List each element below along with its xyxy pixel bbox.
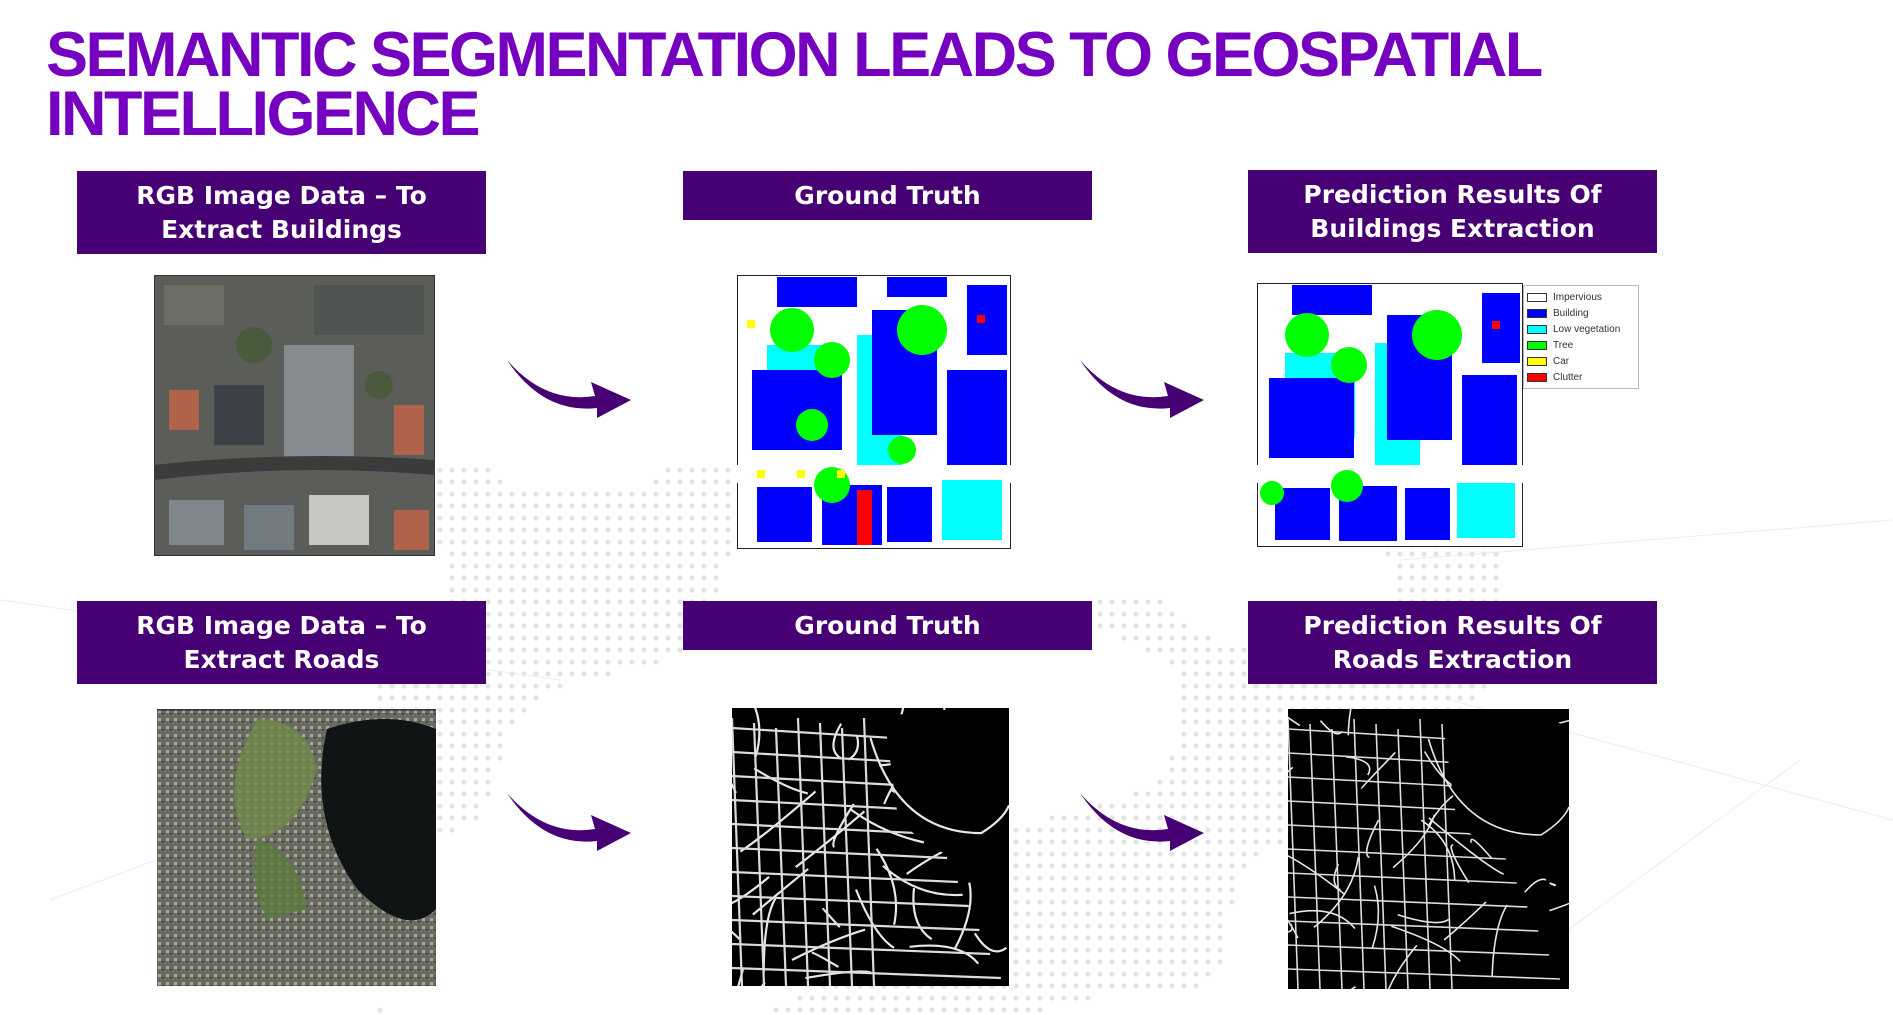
rgb-aerial-roads-image: [157, 709, 436, 986]
legend-item: Car: [1527, 353, 1638, 369]
prediction-roads-image: [1288, 709, 1569, 989]
legend-label: Clutter: [1553, 371, 1583, 383]
legend-label: Tree: [1553, 339, 1574, 351]
legend-swatch: [1527, 340, 1547, 350]
label-prediction-roads: Prediction Results Of Roads Extraction: [1248, 601, 1657, 684]
legend-label: Impervious: [1553, 291, 1602, 303]
legend-swatch: [1527, 308, 1547, 318]
legend-label: Car: [1553, 355, 1570, 367]
curved-arrow-icon: [507, 793, 631, 851]
legend-item: Low vegetation: [1527, 321, 1638, 337]
legend-swatch: [1527, 372, 1547, 382]
label-ground-truth-roads: Ground Truth: [683, 601, 1092, 650]
legend: Impervious Building Low vegetation Tree Car C…: [1523, 285, 1639, 389]
label-prediction-buildings: Prediction Results Of Buildings Extracti…: [1248, 170, 1657, 253]
label-rgb-roads: RGB Image Data – To Extract Roads: [77, 601, 486, 684]
page-title: SEMANTIC SEGMENTATION LEADS TO GEOSPATIA…: [46, 20, 1542, 149]
legend-swatch: [1527, 292, 1547, 302]
legend-item: Tree: [1527, 337, 1638, 353]
prediction-buildings-image: [1257, 283, 1523, 547]
legend-item: Impervious: [1527, 289, 1638, 305]
legend-label: Building: [1553, 307, 1589, 319]
legend-swatch: [1527, 356, 1547, 366]
legend-item: Clutter: [1527, 369, 1638, 385]
ground-truth-buildings-image: [737, 275, 1011, 549]
label-rgb-buildings: RGB Image Data – To Extract Buildings: [77, 171, 486, 254]
legend-item: Building: [1527, 305, 1638, 321]
legend-label: Low vegetation: [1553, 323, 1621, 335]
ground-truth-roads-image: [732, 708, 1009, 986]
curved-arrow-icon: [507, 360, 631, 418]
curved-arrow-icon: [1080, 793, 1204, 851]
legend-swatch: [1527, 324, 1547, 334]
label-ground-truth-buildings: Ground Truth: [683, 171, 1092, 220]
rgb-aerial-buildings-image: [154, 275, 435, 556]
curved-arrow-icon: [1080, 360, 1204, 418]
